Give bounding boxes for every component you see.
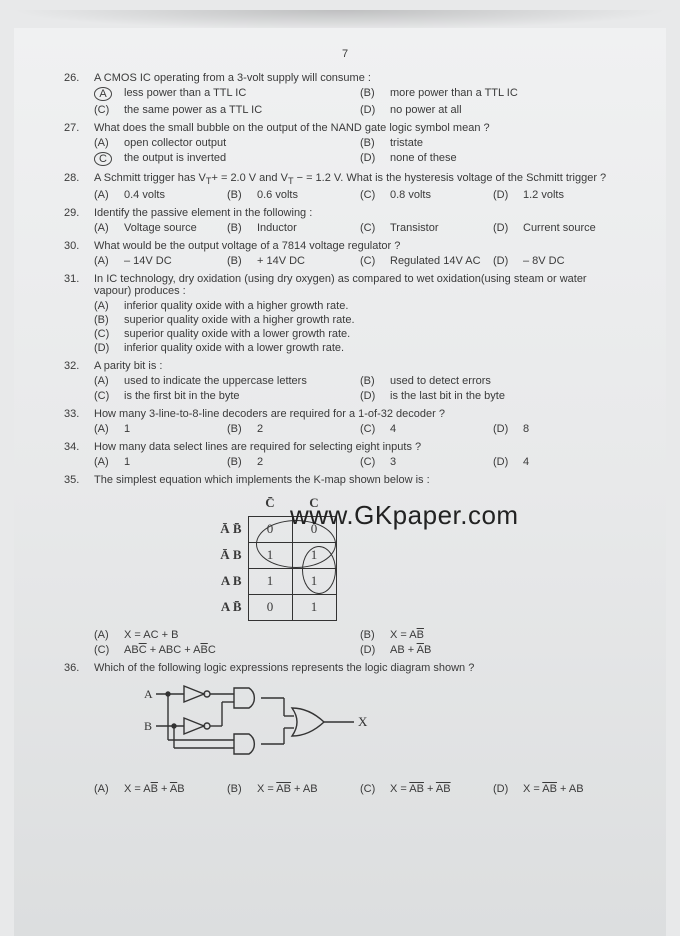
question: 30.What would be the output voltage of a… <box>64 240 626 267</box>
svg-text:B: B <box>144 719 152 733</box>
question: 29.Identify the passive element in the f… <box>64 207 626 234</box>
svg-text:A: A <box>144 687 153 701</box>
question: 31.In IC technology, dry oxidation (usin… <box>64 273 626 354</box>
question: 36.Which of the following logic expressi… <box>64 662 626 795</box>
question: 32.A parity bit is : (A)used to indicate… <box>64 360 626 402</box>
question: 34.How many data select lines are requir… <box>64 441 626 468</box>
exam-page: H 7 26.A CMOS IC operating from a 3-volt… <box>14 28 666 936</box>
logic-circuit-diagram: A B <box>144 680 626 773</box>
page-number: 7 <box>64 48 626 60</box>
question: 28.A Schmitt trigger has VT+ = 2.0 V and… <box>64 172 626 201</box>
question: 26.A CMOS IC operating from a 3-volt sup… <box>64 72 626 116</box>
question: 27.What does the small bubble on the out… <box>64 122 626 166</box>
questions-container: 26.A CMOS IC operating from a 3-volt sup… <box>64 72 626 795</box>
watermark-text: www.GKpaper.com <box>290 500 519 531</box>
svg-text:X: X <box>358 714 368 729</box>
question: 33.How many 3-line-to-8-line decoders ar… <box>64 408 626 435</box>
